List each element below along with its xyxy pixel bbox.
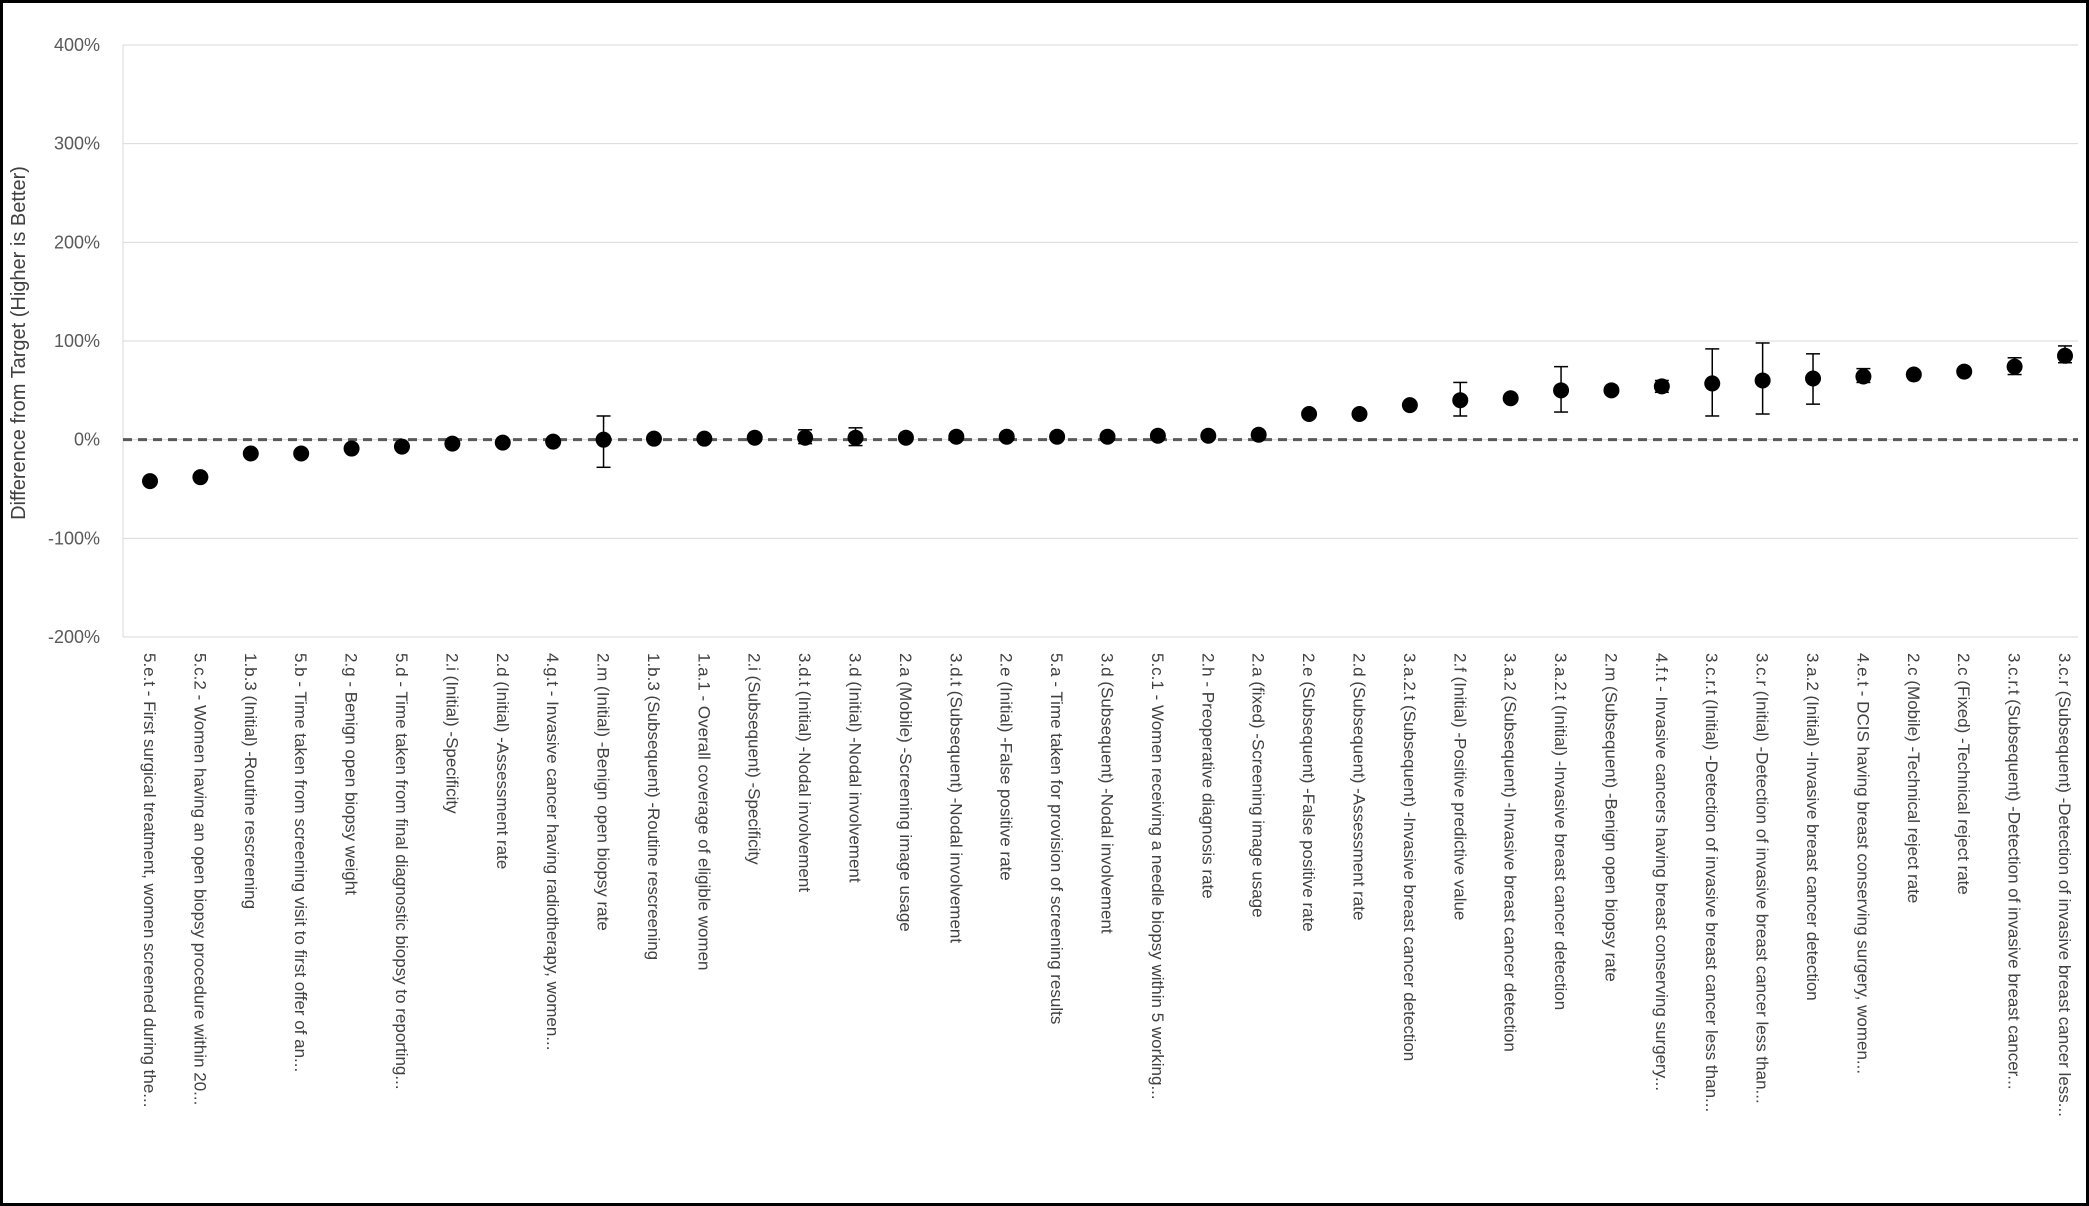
data-point [242,445,259,462]
x-category-label: 3.a.2.t (Initial) -Invasive breast cance… [1551,653,1570,1010]
x-category-label: 2.f (Initial) -Positive predictive value [1450,653,1469,920]
x-category-label: 2.c (Mobile) -Technical reject rate [1904,653,1923,903]
data-points [142,347,2073,490]
x-category-label: 3.d.t (Subsequent) -Nodal involvement [946,653,965,943]
y-tick-label: 100% [54,331,100,351]
y-tick-label: 300% [54,134,100,154]
y-axis-ticks: -200% -100% 0% 100% 200% 300% 400% [48,35,100,647]
x-category-label: 3.c.r (Subsequent) -Detection of invasiv… [2055,653,2074,1117]
x-category-label: 3.c.r.t (Subsequent) -Detection of invas… [2005,653,2024,1090]
data-point [797,429,814,446]
x-category-label: 2.m (Initial) -Benign open biopsy rate [594,653,613,931]
data-point [1452,392,1469,409]
x-category-label: 1.b.3 (Subsequent) -Routine rescreening [644,653,663,960]
data-point [1401,397,1418,414]
error-bars [596,342,2072,469]
data-point [1301,406,1318,423]
data-point [1250,426,1267,443]
data-point [1855,368,1872,385]
x-category-label: 2.g - Benign open biopsy weight [342,653,361,895]
data-point [645,430,662,447]
data-point [2006,358,2023,375]
x-category-label: 3.d (Initial) -Nodal involvement [846,653,865,883]
x-category-label: 3.d (Subsequent) -Nodal involvement [1098,653,1117,934]
x-category-label: 2.h - Preoperative diagnosis rate [1198,653,1217,899]
x-category-label: 5.e.t - First surgical treatment, women … [140,653,159,1107]
y-tick-label: 0% [74,430,100,450]
x-category-label: 3.c.r.t (Initial) -Detection of invasive… [1702,653,1721,1112]
x-category-label: 4.g.t - Invasive cancer having radiother… [543,653,562,1051]
x-category-label: 3.c.r (Initial) -Detection of invasive b… [1753,653,1772,1104]
data-point [1200,427,1217,444]
data-point [293,445,310,462]
x-category-label: 5.c.1 - Women receiving a needle biopsy … [1148,653,1167,1100]
data-point [1351,406,1368,423]
data-point [1099,428,1116,445]
x-category-label: 2.e (Initial) -False positive rate [997,653,1016,881]
data-point [343,440,360,457]
data-point [1149,427,1166,444]
y-tick-label: 200% [54,232,100,252]
x-category-label: 2.c (Fixed) -Technical reject rate [1954,653,1973,895]
data-point [1553,382,1570,399]
x-category-label: 5.b - Time taken from screening visit to… [291,653,310,1072]
x-category-label: 2.i (Initial) -Specificity [442,653,461,814]
x-category-label: 3.a.2.t (Subsequent) -Invasive breast ca… [1400,653,1419,1061]
data-point [1805,370,1822,387]
data-point [545,433,562,450]
y-tick-label: -200% [48,627,100,647]
x-axis-category-labels: 5.e.t - First surgical treatment, women … [140,653,2074,1117]
data-point [948,428,965,445]
data-point [1049,428,1066,445]
y-axis-title: Difference from Target (Higher is Better… [8,166,30,520]
x-category-label: 2.a (Mobile) -Screening image usage [896,653,915,932]
data-point [847,429,864,446]
x-category-label: 2.d (Initial) -Assessment rate [493,653,512,869]
data-point [393,438,410,455]
data-point [494,434,511,451]
data-point [998,428,1015,445]
x-category-label: 5.c.2 - Women having an open biopsy proc… [190,653,209,1105]
x-category-label: 4.e.t - DCIS having breast conserving su… [1853,653,1872,1074]
data-point [1603,382,1620,399]
x-category-label: 1.b.3 (Initial) -Routine rescreening [241,653,260,909]
x-category-label: 2.i (Subsequent) -Specificity [745,653,764,865]
data-point [2057,347,2073,364]
data-point [897,429,914,446]
y-tick-label: 400% [54,35,100,55]
gridlines [122,44,2078,638]
data-point [142,473,158,490]
x-category-label: 3.a.2 (Subsequent) -Invasive breast canc… [1501,653,1520,1052]
data-point [1653,378,1670,395]
x-category-label: 2.d (Subsequent) -Assessment rate [1349,653,1368,920]
data-point [192,469,209,486]
x-category-label: 4.f.t - Invasive cancers having breast c… [1652,653,1671,1091]
x-category-label: 3.d.t (Initial) -Nodal involvement [795,653,814,892]
data-point [1956,363,1973,380]
data-point [746,429,763,446]
y-tick-label: -100% [48,528,100,548]
x-category-label: 2.m (Subsequent) -Benign open biopsy rat… [1601,653,1620,982]
x-category-label: 5.d - Time taken from final diagnostic b… [392,653,411,1090]
x-category-label: 5.a - Time taken for provision of screen… [1047,653,1066,1024]
data-point [595,431,612,448]
x-category-label: 3.a.2 (Initial) -Invasive breast cancer … [1803,653,1822,1001]
data-point [1754,372,1771,389]
data-point [1905,366,1922,383]
x-category-label: 1.a.1 - Overall coverage of eligible wom… [694,653,713,971]
data-point [1704,375,1721,392]
data-point [444,435,461,452]
x-category-label: 2.a (fixed) -Screening image usage [1249,653,1268,918]
data-point [696,430,713,447]
error-bar-chart: -200% -100% 0% 100% 200% 300% 400% 5.e.t - Fir… [8,35,2078,1117]
data-point [1502,390,1519,407]
x-category-label: 2.e (Subsequent) -False positive rate [1299,653,1318,932]
